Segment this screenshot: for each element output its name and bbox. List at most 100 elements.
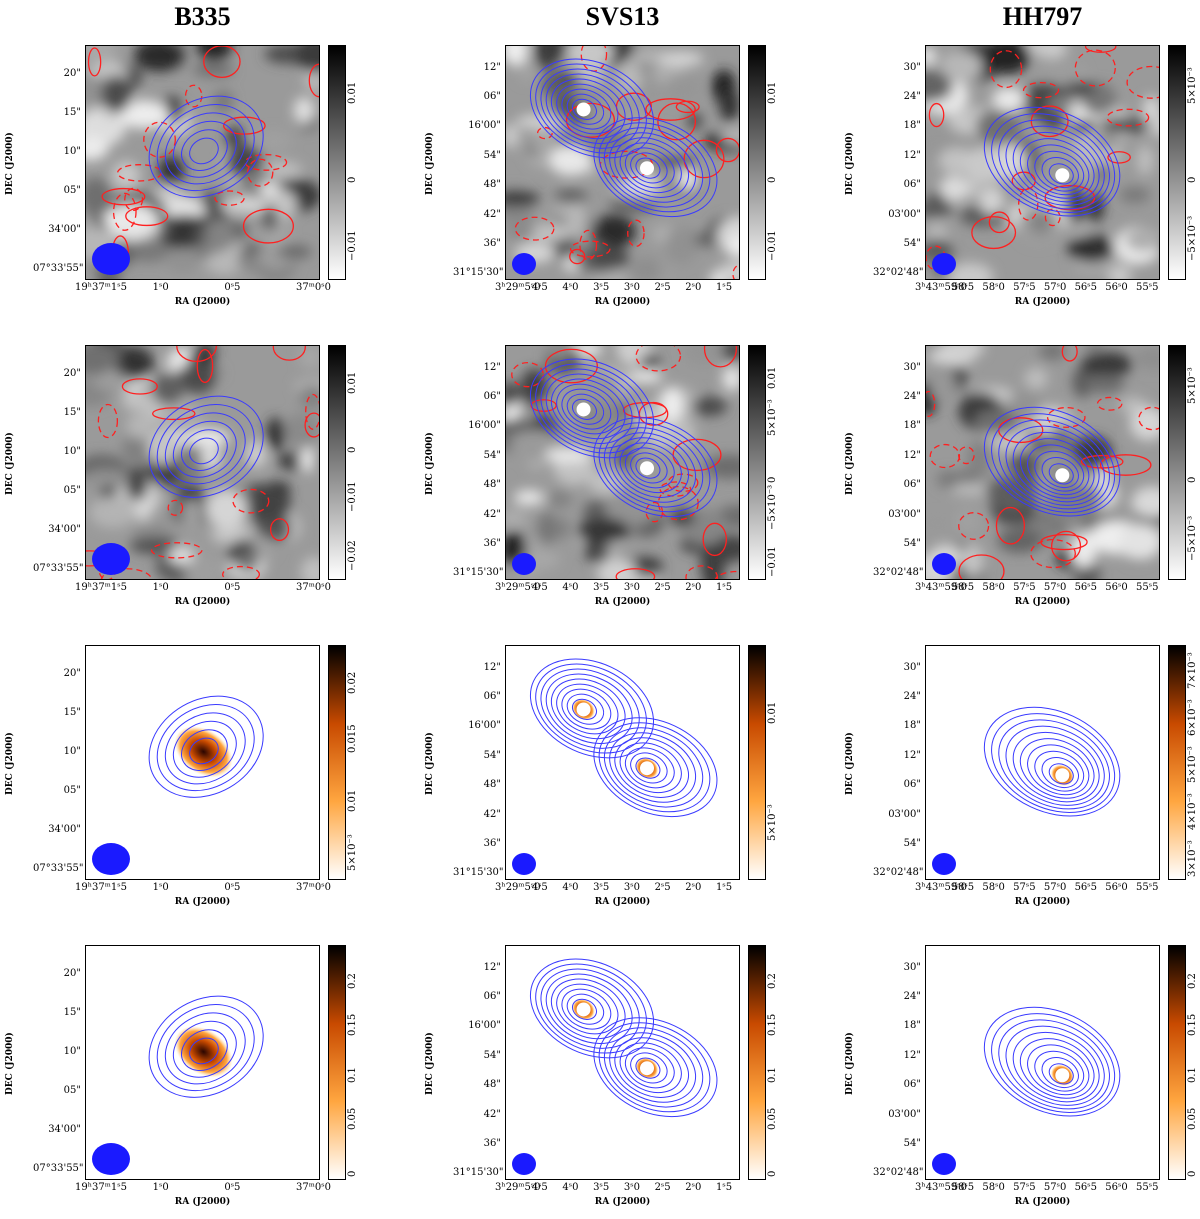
- dec-tick-label: 06": [483, 691, 501, 702]
- blue-contour: [540, 968, 640, 1049]
- blue-contour: [598, 1022, 711, 1113]
- blue-contour: [156, 1004, 255, 1092]
- dec-tick-label: 54": [903, 1137, 921, 1149]
- blue-contour: [1041, 157, 1079, 189]
- blue-contour: [991, 1013, 1116, 1113]
- dec-tick-label: 06": [903, 479, 921, 491]
- ra-tick-label: 57ˢ5: [1013, 282, 1036, 293]
- ra-tick-label: 55ˢ5: [1136, 282, 1159, 293]
- ra-tick-label: 58ˢ0: [982, 882, 1005, 893]
- dec-tick-label: 20": [63, 667, 81, 679]
- red-contour: [1030, 105, 1069, 138]
- ra-tick-label: 58ˢ5: [951, 282, 975, 293]
- dec-tick-label: 16'00": [468, 120, 501, 132]
- blue-contour: [1005, 425, 1105, 506]
- red-contour: [1107, 151, 1131, 164]
- ra-tick-label: 4ˢ5: [531, 282, 548, 293]
- ra-tick-label: 3ʰ29ᵐ5ˢ0: [495, 882, 541, 893]
- ra-tick-label: 57ˢ5: [1013, 582, 1036, 593]
- blue-contour: [529, 658, 655, 759]
- column-title-2: HH797: [1002, 2, 1083, 31]
- dec-tick-label: 10": [63, 1045, 81, 1057]
- ra-tick-label: 56ˢ0: [1105, 582, 1128, 593]
- dec-tick-label: 07°33'55": [33, 1163, 84, 1175]
- ra-tick-label: 58ˢ0: [982, 1182, 1005, 1193]
- blue-contour: [1005, 725, 1105, 806]
- ra-tick-label: 2ˢ5: [654, 1182, 671, 1193]
- colorbar-tick: 0: [1187, 1170, 1198, 1177]
- colorbar-tick: 4×10⁻³: [1187, 792, 1198, 830]
- red-contour: [615, 568, 656, 579]
- colorbar-tick: −0.01: [347, 481, 358, 512]
- red-contour: [635, 346, 682, 372]
- dec-tick-label: 48": [483, 179, 501, 191]
- dec-tick-label: 05": [63, 185, 81, 196]
- blue-contour: [593, 117, 718, 218]
- ra-tick-label: 4ˢ5: [531, 1182, 548, 1193]
- blue-contour: [571, 698, 598, 720]
- dec-tick-label: 36": [483, 1137, 501, 1149]
- blue-contour: [148, 395, 264, 498]
- blue-contour: [189, 737, 219, 765]
- ra-tick-label: 3ʰ43ᵐ59ˢ0: [915, 882, 968, 893]
- ra-tick-label: 4ˢ5: [531, 582, 548, 593]
- ra-tick-label: 2ˢ5: [654, 282, 671, 293]
- blue-contour: [614, 737, 689, 798]
- map-panel: [925, 645, 1160, 880]
- colorbar-tick: −0.01: [767, 230, 778, 261]
- red-contour: [565, 102, 616, 138]
- red-contour: [1096, 396, 1123, 411]
- colorbar-tick: 0.1: [767, 1066, 778, 1083]
- colorbar: [328, 945, 346, 1180]
- red-contour: [657, 102, 697, 141]
- red-contour: [269, 518, 290, 541]
- red-contour: [87, 47, 102, 77]
- red-contour: [627, 219, 645, 247]
- y-axis-label: DEC (J2000): [845, 1031, 855, 1095]
- dec-tick-label: 18": [903, 120, 921, 132]
- colorbar-tick: 0: [347, 1170, 358, 1177]
- dec-tick-label: 36": [483, 837, 501, 849]
- dec-tick-label: 24": [903, 391, 921, 402]
- ra-tick-label: 1ˢ5: [716, 582, 733, 593]
- red-contour: [645, 98, 696, 121]
- red-contour: [1061, 346, 1078, 362]
- ra-tick-label: 4ˢ5: [531, 882, 548, 893]
- blue-contour: [630, 152, 668, 184]
- ra-tick-label: 57ˢ0: [1043, 1182, 1067, 1193]
- ra-tick-label: 0ˢ5: [224, 882, 241, 893]
- colorbar: [1168, 45, 1186, 280]
- dec-tick-label: 34'00": [48, 224, 81, 236]
- dec-tick-label: 15": [63, 406, 81, 418]
- colorbar-tick: 0.02: [347, 672, 358, 695]
- blue-contour: [172, 420, 237, 478]
- beam-ellipse: [932, 253, 956, 275]
- dec-tick-label: 54": [903, 537, 921, 549]
- dec-tick-label: 42": [483, 808, 501, 820]
- dec-tick-label: 12": [483, 961, 501, 973]
- blue-contour: [556, 683, 619, 735]
- blue-contour: [529, 58, 655, 159]
- ra-tick-label: 37ᵐ0ˢ0: [296, 1182, 331, 1193]
- colorbar: [328, 345, 346, 580]
- colorbar: [1168, 345, 1186, 580]
- ra-tick-label: 1ˢ0: [152, 282, 169, 293]
- blue-contour: [609, 432, 697, 503]
- dec-tick-label: 42": [483, 508, 501, 520]
- dec-tick-label: 32°02'48": [873, 567, 924, 579]
- blue-contour: [1019, 438, 1095, 499]
- blue-contour: [1027, 444, 1090, 496]
- beam-ellipse: [932, 1153, 956, 1175]
- colorbar-tick: −5×10⁻³: [1187, 515, 1198, 561]
- blue-contour: [172, 720, 237, 778]
- colorbar-tick: 0.015: [347, 724, 358, 754]
- ra-tick-label: 3ʰ29ᵐ5ˢ0: [495, 582, 541, 593]
- ra-tick-label: 2ˢ0: [685, 582, 702, 593]
- dec-tick-label: 06": [903, 179, 921, 191]
- blue-contour: [630, 752, 668, 784]
- ra-tick-label: 58ˢ5: [951, 1182, 975, 1193]
- colorbar-tick: 0.05: [347, 1107, 358, 1130]
- ra-tick-label: 3ˢ5: [593, 1182, 610, 1193]
- dec-tick-label: 16'00": [468, 1020, 501, 1032]
- map-panel: [505, 645, 740, 880]
